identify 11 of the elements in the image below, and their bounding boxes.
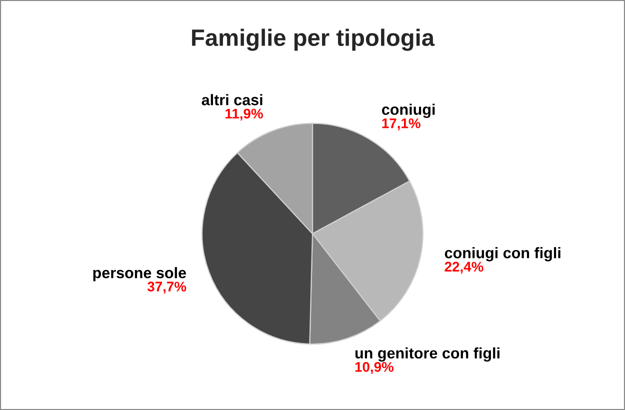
slice-label: un genitore con figli [355, 347, 500, 362]
chart-title: Famiglie per tipologia [192, 28, 435, 51]
data-label: 17,1% [382, 118, 420, 130]
slice-label: altri casi [202, 94, 262, 106]
data-label: 10,9% [355, 362, 394, 374]
slice-label: coniugi con figli [444, 247, 560, 262]
data-label: 37,7% [147, 282, 186, 294]
slice-label: persone sole [93, 267, 186, 282]
data-label: 22,4% [444, 262, 484, 274]
data-label: 11,9% [226, 108, 263, 121]
slice-label: coniugi [382, 104, 435, 118]
